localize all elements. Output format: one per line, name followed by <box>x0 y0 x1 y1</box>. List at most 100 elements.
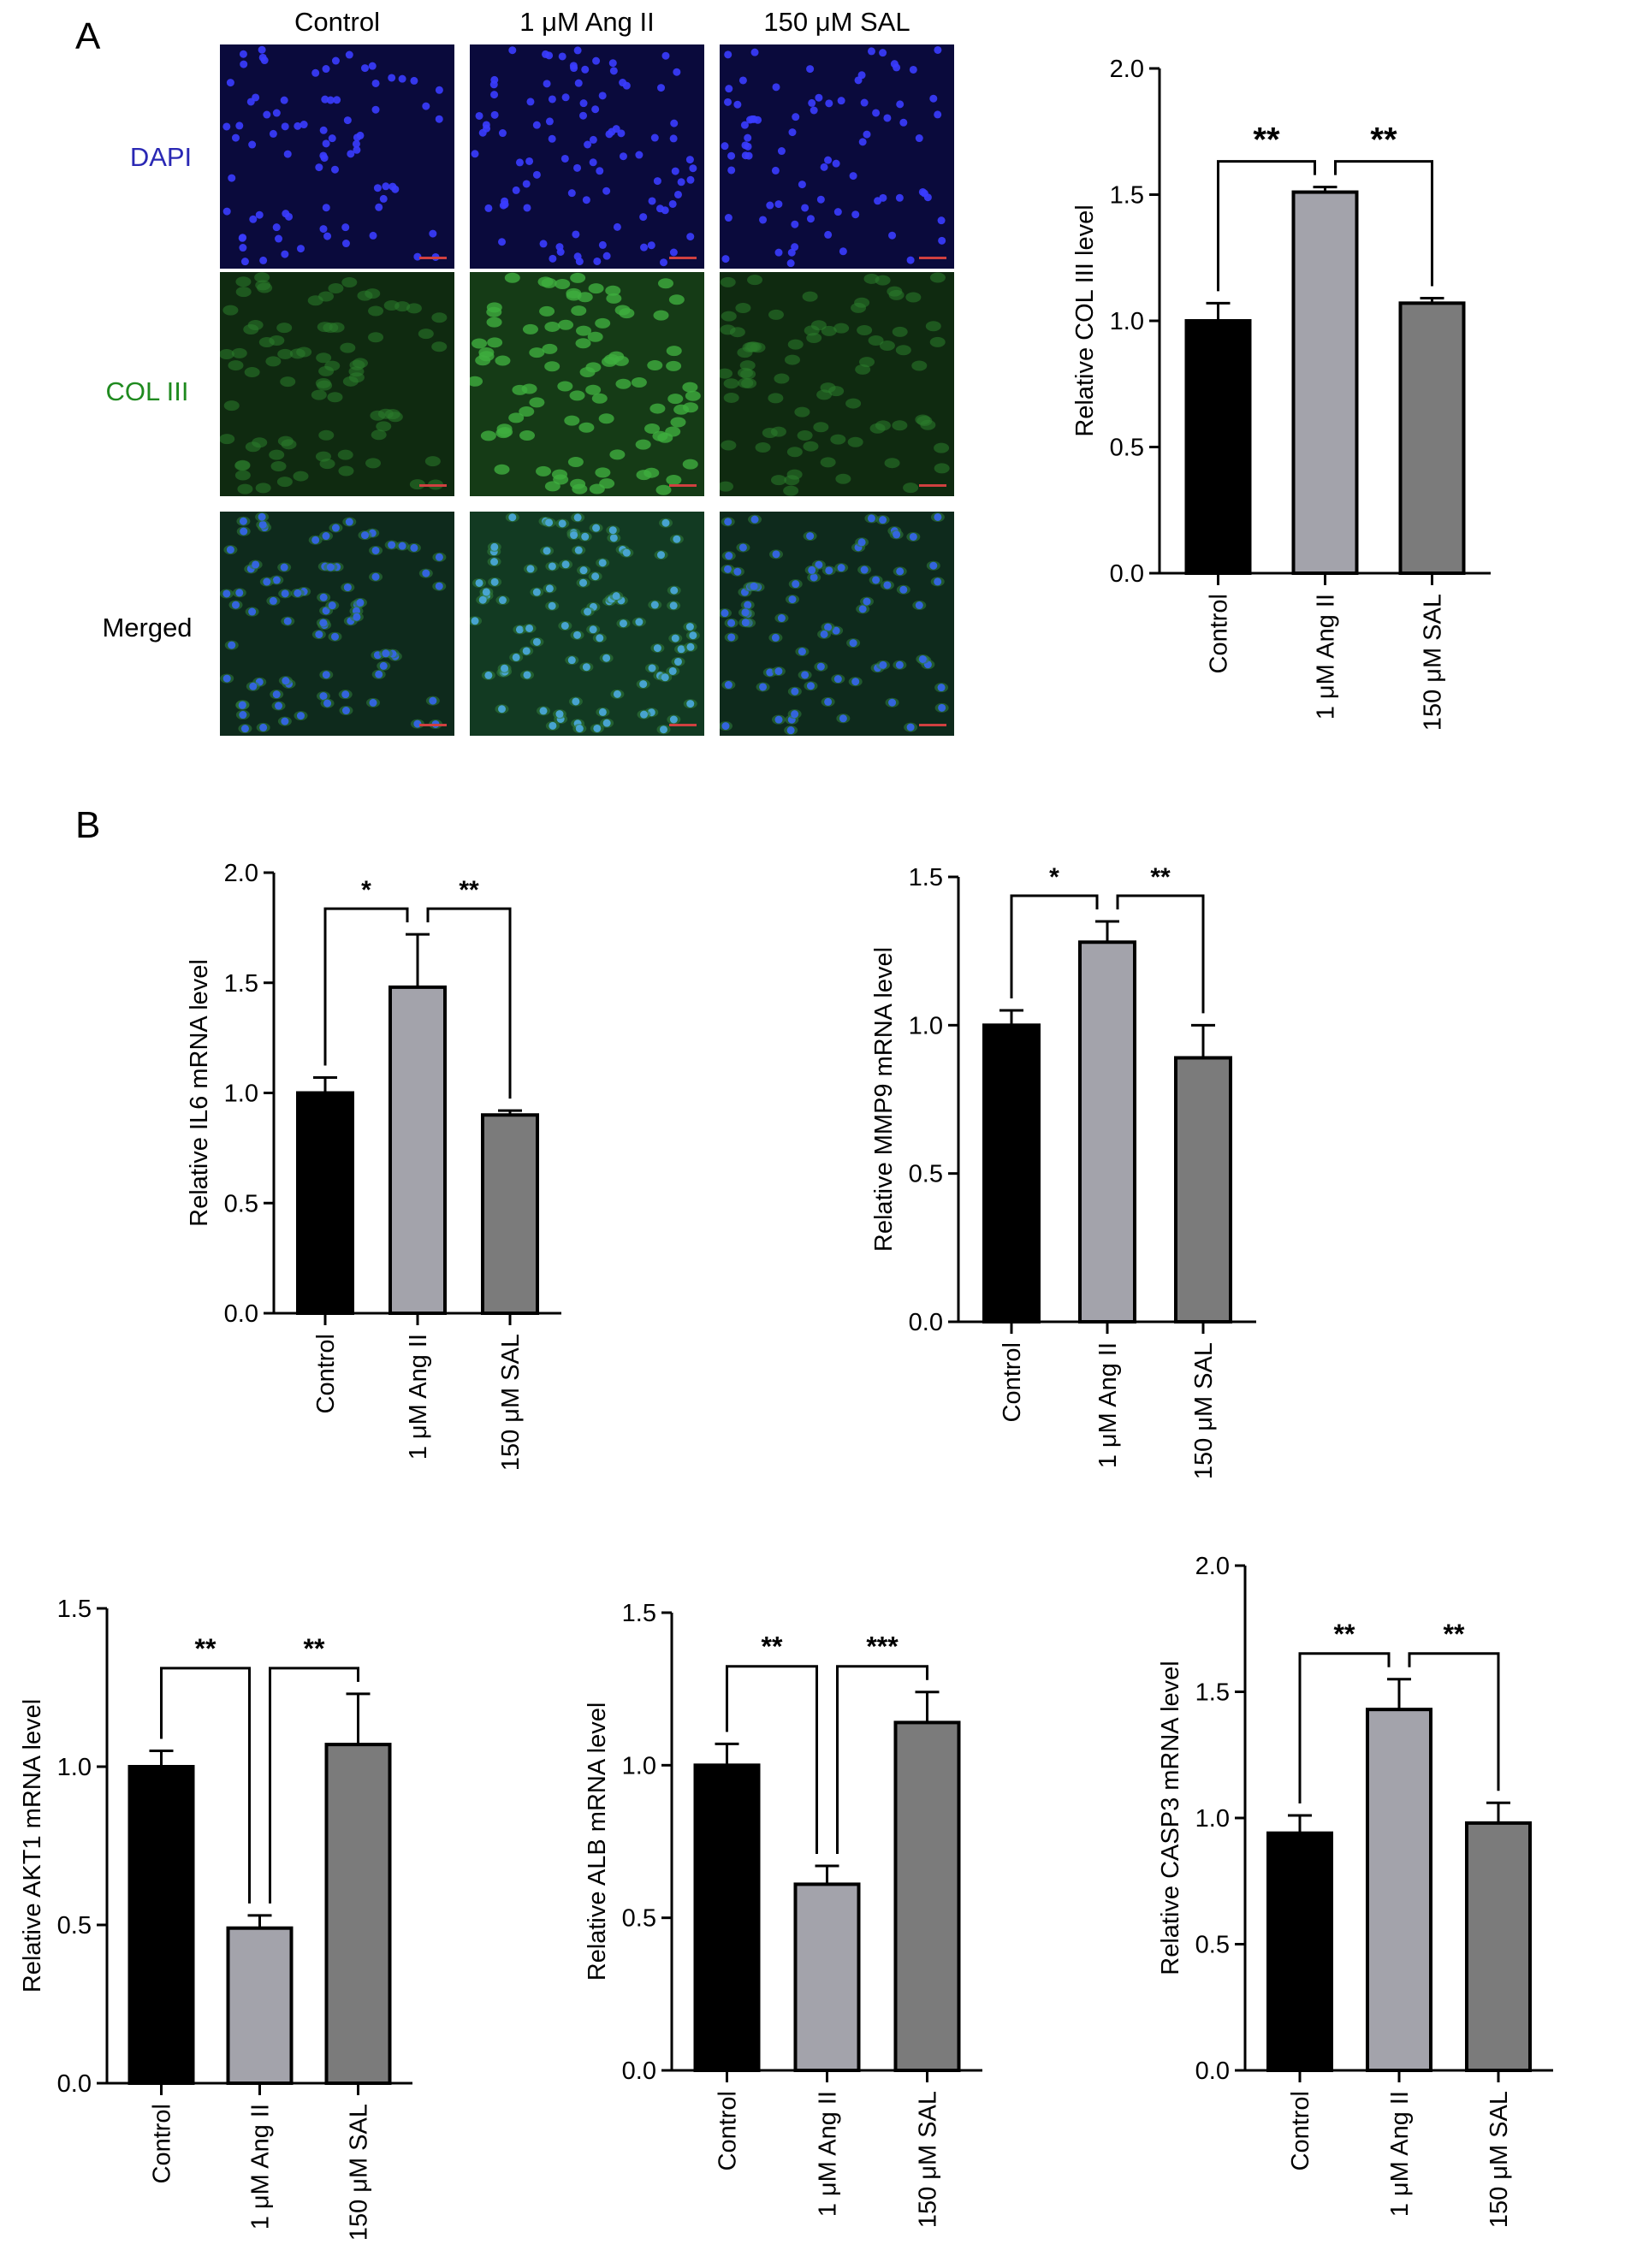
bar <box>324 1743 392 2085</box>
micrograph-image <box>720 272 954 496</box>
significance-label: ** <box>762 1631 783 1662</box>
bar <box>1078 940 1136 1324</box>
y-tick-label: 2.0 <box>1195 1553 1230 1580</box>
y-tick-label: 0.5 <box>57 1912 92 1939</box>
x-tick-label: 1 μM Ang II <box>405 1334 432 1460</box>
significance-bracket <box>1217 160 1316 292</box>
significance-bracket <box>1334 160 1433 287</box>
y-tick-label: 0.5 <box>224 1190 258 1217</box>
y-tick-label: 0.0 <box>1110 560 1144 588</box>
micrograph-image <box>720 512 954 736</box>
x-tick-label: Control <box>1287 2091 1314 2171</box>
bar <box>1291 190 1359 576</box>
bar <box>982 1023 1041 1323</box>
micrograph-image <box>470 512 704 736</box>
significance-bracket <box>426 907 512 1099</box>
col3-bar-chart: 0.0 0.5 1.0 1.5 2.0 Relative COL III level Con… <box>1071 56 1491 731</box>
significance-label: ** <box>1334 1619 1355 1649</box>
micrograph-merged-3 <box>720 512 954 736</box>
significance-label: ** <box>459 876 479 904</box>
y-tick-label: 1.5 <box>1195 1679 1230 1707</box>
micrograph-merged-1 <box>220 512 454 736</box>
y-tick-label: 1.5 <box>57 1596 92 1623</box>
significance-bracket <box>323 907 409 1066</box>
column-header-sal: 150 μM SAL <box>763 7 910 37</box>
y-tick-label: 0.5 <box>909 1161 943 1188</box>
significance-label: * <box>361 876 371 904</box>
panel-label-a: A <box>75 15 101 57</box>
y-tick-label: 0.0 <box>622 2058 656 2085</box>
mmp9-bar-chart: 0.0 0.5 1.0 1.5 Relative MMP9 mRNA level Cont… <box>870 863 1256 1479</box>
x-tick-label: 1 μM Ang II <box>247 2104 275 2230</box>
y-axis-label: Relative MMP9 mRNA level <box>870 947 898 1252</box>
significance-bracket <box>1408 1652 1500 1791</box>
bar <box>296 1091 354 1315</box>
y-tick-label: 0.5 <box>622 1905 656 1933</box>
micrograph-col-1 <box>220 272 454 496</box>
y-tick-label: 1.0 <box>57 1754 92 1781</box>
row-label-merged: Merged <box>102 613 193 643</box>
row-label-dapi: DAPI <box>129 142 193 172</box>
x-tick-label: 150 μM SAL <box>1190 1342 1218 1479</box>
bar <box>1266 1831 1333 2072</box>
significance-bracket <box>726 1665 818 1855</box>
micrograph-image <box>720 44 954 269</box>
bar <box>793 1882 861 2072</box>
il6-bar-chart: 0.0 0.5 1.0 1.5 2.0 Relative IL6 mRNA level Co… <box>186 860 561 1471</box>
x-tick-label: 150 μM SAL <box>915 2091 942 2228</box>
y-tick-label: 0.5 <box>1110 435 1144 462</box>
y-axis-label: Relative IL6 mRNA level <box>186 959 213 1227</box>
x-tick-label: Control <box>999 1342 1026 1423</box>
panel-label-b: B <box>75 804 101 846</box>
bar <box>1184 319 1252 575</box>
significance-label: * <box>1049 863 1059 891</box>
significance-label: ** <box>1444 1619 1465 1649</box>
y-tick-label: 1.0 <box>622 1752 656 1779</box>
bar <box>1174 1056 1232 1323</box>
column-header-control: Control <box>294 7 380 37</box>
x-tick-label: 150 μM SAL <box>1420 594 1447 731</box>
micrograph-col-2 <box>470 272 704 496</box>
significance-label: ** <box>195 1633 216 1664</box>
significance-bracket <box>1116 894 1205 1014</box>
row-label-col3: COL III <box>105 376 189 406</box>
significance-label: ** <box>1150 863 1171 891</box>
bar <box>893 1720 961 2072</box>
micrograph-dapi-3 <box>720 44 954 269</box>
bar <box>388 985 447 1315</box>
bar <box>1398 301 1466 575</box>
x-tick-label: Control <box>1206 594 1233 674</box>
micrograph-image <box>220 512 454 736</box>
x-tick-label: Control <box>149 2104 176 2184</box>
y-tick-label: 2.0 <box>224 860 258 887</box>
x-tick-label: 150 μM SAL <box>1486 2091 1513 2228</box>
significance-label: ** <box>304 1633 325 1664</box>
y-tick-label: 1.0 <box>1195 1805 1230 1833</box>
alb-bar-chart: 0.0 0.5 1.0 1.5 Relative ALB mRNA level Contr… <box>584 1600 982 2228</box>
significance-bracket <box>836 1665 928 1855</box>
significance-bracket <box>160 1667 251 1904</box>
x-tick-label: 1 μM Ang II <box>1094 1342 1122 1468</box>
y-tick-label: 0.0 <box>909 1309 943 1336</box>
x-tick-label: 1 μM Ang II <box>1313 594 1340 719</box>
significance-bracket <box>1298 1652 1391 1804</box>
y-tick-label: 1.5 <box>909 864 943 891</box>
micrograph-image <box>470 272 704 496</box>
bar <box>1465 1821 1532 2072</box>
y-tick-label: 1.0 <box>909 1012 943 1039</box>
x-tick-label: Control <box>312 1334 340 1414</box>
y-axis-label: Relative AKT1 mRNA level <box>19 1699 46 1993</box>
casp3-bar-chart: 0.0 0.5 1.0 1.5 2.0 Relative CASP3 mRNA level… <box>1157 1553 1553 2228</box>
significance-bracket <box>269 1667 359 1904</box>
x-tick-label: 1 μM Ang II <box>1386 2091 1414 2217</box>
y-tick-label: 1.5 <box>622 1600 656 1627</box>
y-tick-label: 0.0 <box>1195 2058 1230 2085</box>
y-tick-label: 2.0 <box>1110 56 1144 83</box>
y-tick-label: 0.5 <box>1195 1932 1230 1959</box>
y-tick-label: 1.5 <box>224 970 258 998</box>
column-header-ang: 1 μM Ang II <box>519 7 655 37</box>
micrograph-image <box>220 44 454 269</box>
micrograph-image <box>220 272 454 496</box>
y-tick-label: 1.0 <box>1110 308 1144 335</box>
micrograph-dapi-1 <box>220 44 454 269</box>
